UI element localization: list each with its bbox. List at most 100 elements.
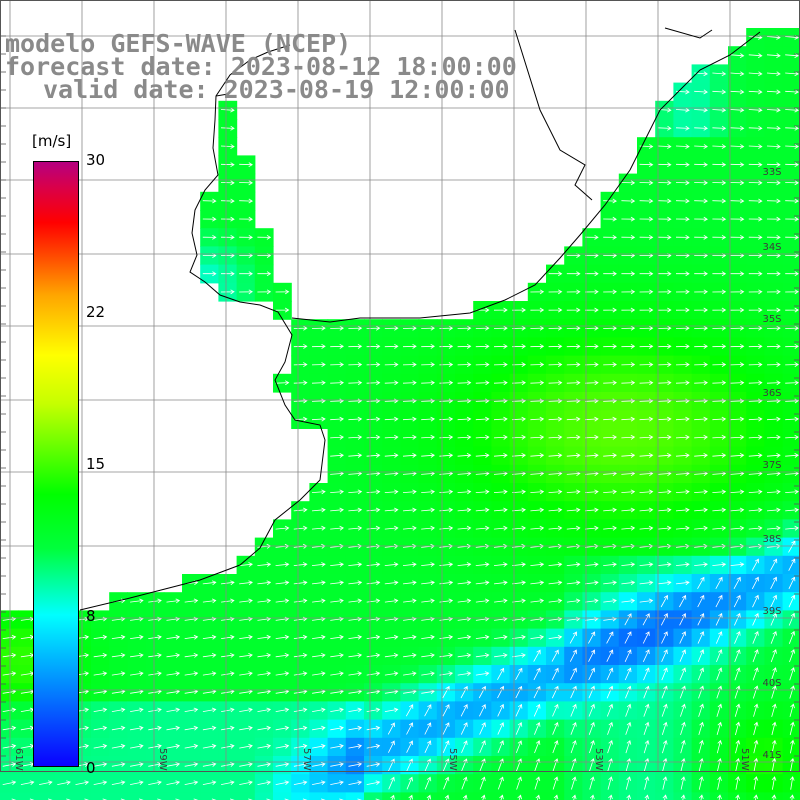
wind-arrow — [715, 612, 723, 626]
latitude-label: 33S — [762, 167, 781, 178]
wind-arrow — [221, 707, 235, 713]
wind-arrow — [293, 343, 308, 349]
wind-arrow — [384, 362, 399, 367]
wind-arrow — [621, 271, 636, 277]
wind-arrow — [384, 507, 399, 513]
wind-arrow — [330, 598, 344, 604]
wind-cell — [473, 792, 492, 800]
wind-arrow — [766, 180, 781, 186]
wind-arrow — [384, 453, 399, 458]
wind-arrow — [771, 721, 777, 736]
wind-arrow — [348, 707, 363, 713]
wind-arrow — [478, 685, 486, 699]
wind-cell — [54, 792, 74, 800]
wind-arrow — [569, 631, 577, 644]
wind-arrow — [730, 125, 745, 131]
wind-arrow — [643, 667, 650, 681]
border-line — [215, 44, 291, 97]
wind-arrow — [730, 198, 745, 204]
wind-arrow — [148, 707, 162, 713]
wind-arrow — [348, 398, 363, 404]
wind-arrow — [366, 507, 381, 513]
border-line — [514, 29, 593, 201]
wind-arrow — [566, 453, 581, 458]
wind-arrow — [748, 289, 763, 295]
wind-arrow — [330, 653, 344, 658]
wind-arrow — [475, 416, 490, 422]
wind-arrow — [402, 325, 417, 331]
wind-arrow — [588, 667, 596, 681]
wind-arrow — [625, 758, 632, 772]
wind-arrow — [184, 707, 199, 713]
wind-arrow — [439, 325, 454, 331]
wind-arrow — [184, 598, 199, 604]
wind-cell — [582, 646, 602, 666]
wind-arrow — [553, 794, 559, 800]
wind-arrow — [694, 398, 708, 404]
wind-cell — [291, 792, 310, 800]
wind-arrow — [712, 380, 727, 386]
wind-cell — [254, 792, 274, 800]
wind-arrow — [375, 798, 381, 800]
wind-arrow — [499, 794, 504, 800]
wind-arrow — [730, 343, 745, 349]
longitude-label: 59W — [157, 748, 168, 771]
wind-arrow — [202, 762, 217, 767]
wind-arrow — [493, 307, 508, 313]
wind-arrow — [348, 362, 363, 367]
wind-arrow — [493, 343, 508, 349]
wind-arrow — [66, 798, 71, 800]
wind-arrow — [515, 685, 523, 699]
wind-arrow — [694, 162, 708, 168]
wind-arrow — [421, 416, 435, 422]
wind-cell — [564, 628, 583, 648]
latitude-labels: 33S 34S 35S 36S 37S 38S 39S 40S 41S — [762, 167, 781, 761]
wind-arrow — [166, 653, 181, 658]
wind-arrow — [439, 434, 454, 440]
wind-arrow — [697, 667, 705, 681]
wind-arrow — [662, 739, 668, 754]
wind-arrow — [715, 594, 723, 608]
wind-arrow — [221, 725, 235, 731]
wind-arrow — [320, 798, 326, 800]
wind-arrow — [220, 144, 235, 149]
wind-arrow — [657, 453, 672, 458]
wind-arrow — [603, 234, 617, 240]
wind-arrow — [715, 576, 723, 589]
wind-arrow — [785, 307, 799, 313]
wind-arrow — [93, 707, 108, 713]
wind-arrow — [766, 53, 781, 58]
wind-arrow — [366, 743, 381, 749]
wind-arrow — [785, 398, 799, 404]
wind-arrow — [679, 649, 686, 662]
wind-cell — [491, 683, 511, 702]
wind-arrow — [748, 162, 763, 168]
wind-arrow — [457, 398, 472, 404]
wind-arrow — [257, 780, 272, 785]
wind-cell — [418, 792, 438, 800]
wind-arrow — [675, 362, 690, 367]
wind-cell — [436, 701, 456, 721]
graticule — [0, 0, 800, 772]
wind-arrow — [239, 743, 253, 749]
wind-arrow — [552, 721, 559, 735]
wind-arrow — [766, 216, 781, 222]
wind-arrow — [530, 434, 545, 440]
wind-arrow — [789, 685, 795, 699]
wind-arrow — [785, 71, 799, 77]
coastline — [79, 27, 761, 611]
wind-arrow — [639, 362, 654, 367]
wind-arrow — [730, 525, 745, 531]
longitude-label: 51W — [739, 748, 750, 771]
wind-cell — [455, 792, 474, 800]
wind-arrow — [366, 780, 381, 785]
wind-arrow — [712, 162, 727, 168]
wind-arrow — [366, 343, 381, 349]
wind-arrow — [588, 721, 595, 735]
wind-arrow — [402, 562, 417, 567]
wind-arrow — [748, 89, 763, 95]
wind-arrow — [603, 307, 617, 313]
wind-arrow — [311, 416, 326, 422]
wind-arrow — [585, 598, 599, 604]
wind-arrow — [712, 362, 727, 367]
